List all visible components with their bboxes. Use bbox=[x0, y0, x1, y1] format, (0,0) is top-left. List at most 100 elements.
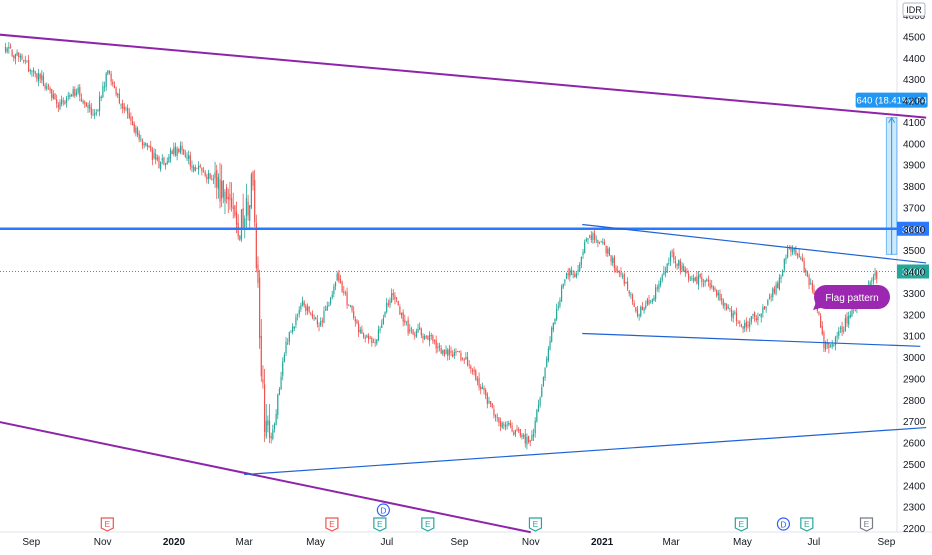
candle bbox=[422, 333, 424, 344]
candle-body bbox=[598, 242, 601, 244]
candle-body bbox=[777, 282, 779, 289]
candle-body bbox=[575, 272, 578, 278]
earnings-marker[interactable]: E bbox=[100, 517, 114, 532]
earnings-marker[interactable]: E bbox=[528, 517, 543, 532]
candle-body bbox=[552, 322, 554, 330]
candle-body bbox=[841, 326, 843, 333]
candle-body bbox=[567, 273, 569, 275]
candle-body bbox=[770, 295, 772, 298]
time-axis[interactable]: Sep Nov 2020 Mar May Jul Sep Nov 2021 Mar May Jul Se… bbox=[22, 537, 895, 548]
candle-body bbox=[683, 265, 685, 272]
candle bbox=[54, 92, 56, 100]
candle bbox=[376, 338, 378, 346]
currency-badge[interactable]: IDR bbox=[902, 2, 926, 17]
candle bbox=[587, 237, 589, 245]
candle bbox=[679, 258, 681, 275]
candle-body bbox=[94, 113, 96, 116]
flag-pattern-callout[interactable]: Flag pattern bbox=[813, 285, 890, 310]
candle-body bbox=[145, 143, 147, 146]
candle bbox=[308, 305, 310, 314]
rising-support-trendline[interactable] bbox=[244, 426, 927, 476]
candle bbox=[820, 313, 822, 329]
candle-body bbox=[301, 300, 304, 306]
candle bbox=[494, 414, 497, 422]
candle bbox=[549, 336, 551, 351]
candle bbox=[846, 312, 848, 327]
candle bbox=[295, 313, 297, 329]
candle-body bbox=[626, 281, 629, 290]
long-channel-upper-trendline[interactable] bbox=[0, 33, 927, 119]
candle-body bbox=[542, 377, 545, 386]
candle-body bbox=[77, 87, 79, 93]
earnings-icon bbox=[859, 517, 874, 532]
candle-body bbox=[674, 261, 677, 264]
candle bbox=[461, 357, 464, 361]
candle bbox=[514, 429, 516, 437]
earnings-marker[interactable]: E bbox=[421, 517, 435, 532]
flag-lower-trendline[interactable] bbox=[582, 332, 921, 347]
candle-body bbox=[389, 300, 391, 305]
candle bbox=[465, 352, 467, 360]
candle-body bbox=[651, 299, 653, 303]
flag-upper-trendline[interactable] bbox=[582, 223, 927, 264]
marker-letter: E bbox=[864, 519, 870, 529]
candle bbox=[440, 345, 442, 355]
candle bbox=[255, 214, 257, 273]
candle-body bbox=[366, 335, 368, 338]
candle-body bbox=[471, 369, 474, 372]
long-channel-lower-trendline[interactable] bbox=[0, 421, 531, 534]
candle-body bbox=[379, 328, 381, 331]
candle-body bbox=[194, 167, 196, 171]
resistance-level-line[interactable]: 3600 bbox=[0, 221, 929, 236]
candle bbox=[876, 270, 878, 284]
candle bbox=[430, 332, 432, 340]
last-price-line[interactable]: 3400 bbox=[0, 264, 929, 279]
candle-body bbox=[9, 46, 12, 48]
candle bbox=[773, 286, 776, 295]
candle-body bbox=[491, 403, 493, 408]
candle bbox=[524, 428, 526, 448]
candle-body bbox=[758, 315, 761, 316]
earnings-marker[interactable]: E bbox=[373, 517, 387, 532]
candle bbox=[14, 53, 17, 65]
earnings-marker[interactable]: E bbox=[800, 517, 814, 532]
candle-body bbox=[432, 335, 434, 342]
candle bbox=[283, 352, 285, 363]
candle bbox=[582, 249, 584, 259]
earnings-icon bbox=[421, 517, 435, 532]
candle-body bbox=[666, 263, 668, 273]
candle-body bbox=[353, 311, 355, 319]
candle-body bbox=[556, 308, 558, 320]
candle-body bbox=[395, 297, 398, 300]
candle bbox=[603, 238, 606, 246]
dividend-marker[interactable]: D bbox=[776, 517, 791, 531]
candle-body bbox=[64, 101, 66, 105]
candle bbox=[714, 286, 716, 292]
candle bbox=[146, 142, 149, 151]
candle bbox=[244, 215, 246, 239]
candle-body bbox=[762, 306, 764, 314]
candle-body bbox=[84, 101, 86, 104]
candle bbox=[140, 134, 142, 143]
candle-body bbox=[620, 272, 622, 275]
candle bbox=[59, 99, 61, 111]
candle bbox=[221, 164, 223, 208]
earnings-marker[interactable]: E bbox=[734, 517, 748, 532]
candle-body bbox=[787, 248, 789, 258]
candle bbox=[709, 279, 711, 291]
dividend-marker[interactable]: D bbox=[376, 503, 390, 517]
candle bbox=[656, 284, 658, 292]
candle-body bbox=[793, 247, 795, 251]
earnings-marker[interactable]: E bbox=[859, 517, 874, 532]
candle-body bbox=[4, 46, 7, 52]
price-range-measure[interactable]: 640 (18.41%) 64 bbox=[855, 92, 928, 255]
candle-body bbox=[150, 146, 152, 151]
earnings-marker[interactable]: E bbox=[325, 517, 339, 532]
marker-letter: E bbox=[329, 519, 335, 529]
candle bbox=[617, 265, 619, 274]
candle bbox=[315, 316, 317, 320]
candle-body bbox=[384, 311, 386, 317]
candle-body bbox=[407, 319, 409, 334]
